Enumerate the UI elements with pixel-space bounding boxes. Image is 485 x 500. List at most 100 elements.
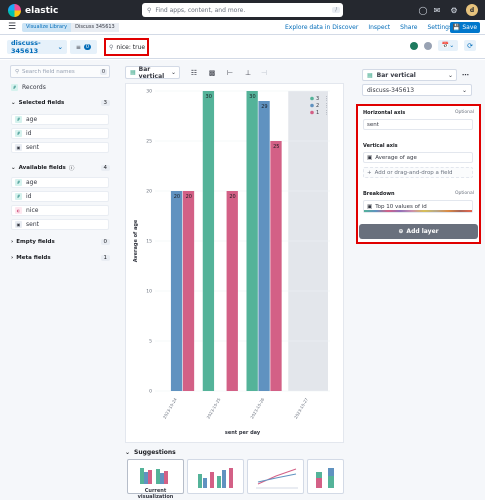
bar [246,91,258,391]
suggestions-header[interactable]: ⌄ Suggestions [125,449,176,456]
legend-swatch [310,103,314,108]
field-name: age [26,116,38,123]
selected-fields-header[interactable]: ⌄ Selected fields 3 [11,100,110,106]
settings-link[interactable]: Settings [427,24,453,31]
legend-swatch [310,96,314,101]
field-name: sent [26,144,39,151]
records-label: Records [22,84,46,91]
field-item[interactable]: # age [11,177,109,188]
layer-chart-type-select[interactable]: ▦ Bar vertical ⌄ [362,69,457,81]
newsfeed-icon[interactable]: ✉ [433,5,441,15]
legend-label: 1 [316,110,319,116]
color-palette-strip [364,210,472,212]
x-tick-label: 2023-10-25 [206,397,222,420]
breakdown-dimension[interactable]: ▣ Top 10 values of id [363,200,473,213]
suggestion-item[interactable] [187,459,244,494]
bar [182,191,195,391]
layer-data-view-select[interactable]: discuss-345613 ⌄ [362,84,472,96]
field-item[interactable]: # id [11,191,109,202]
add-field-label: Add or drag-and-drop a field [374,169,453,176]
chevron-right-icon: › [11,255,14,261]
suggestions-title: Suggestions [134,449,176,456]
save-label: Save [462,24,478,31]
explore-discover-link[interactable]: Explore data in Discover [285,24,359,31]
suggestion-current[interactable] [127,459,184,494]
share-link[interactable]: Share [400,24,418,31]
filter-icon: ≡ [75,43,81,51]
add-layer-label: Add layer [406,228,439,235]
search-shortcut-key: / [332,7,340,13]
number-type-icon: # [15,193,22,200]
query-actions: 📅⌄ ⟳ [410,40,476,51]
help-icon[interactable]: ◯ [418,5,428,15]
field-item[interactable]: ▣ sent [11,219,109,230]
field-item[interactable]: # age [11,114,109,125]
boolean-type-icon: ◐ [15,207,22,214]
records-field[interactable]: # Records [11,84,46,91]
hamburger-menu-icon[interactable]: ☰ [8,22,17,32]
bar-chart[interactable]: 0 5 10 15 20 25 30 20 20 2023-10-24 30 20 2023-10-25… [125,83,344,443]
bar [258,101,270,391]
layer-actions-icon[interactable]: ⋯ [462,71,469,79]
brand-name: elastic [25,5,59,16]
available-fields-header[interactable]: ⌄ Available fields ⓘ 4 [11,164,110,172]
chart-type-switcher[interactable]: ▦ Bar vertical ⌄ [125,66,180,80]
bar-value-label: 20 [229,194,235,200]
data-view-picker[interactable]: discuss-345613 ⌄ [7,39,67,55]
horizontal-axis-value: sent [367,121,379,128]
legend-menu-icon: ⋮ [324,96,329,102]
add-layer-button[interactable]: ⊕ Add layer [359,224,478,239]
available-fields-count: 4 [100,165,110,171]
bar [170,191,183,391]
notifications-icon[interactable]: ⚙ [450,5,458,15]
refresh-icon[interactable]: ⟳ [464,40,476,51]
inspect-link[interactable]: Inspect [368,24,391,31]
current-visualization-label: Current visualization [137,488,174,500]
layer-type-label: Bar vertical [376,71,416,79]
status-icon [410,41,418,50]
elastic-logo[interactable]: elastic [8,4,58,17]
breakdown-value: Top 10 values of id [375,203,427,210]
search-icon: ⚲ [109,43,114,51]
field-item[interactable]: # id [11,128,109,139]
vertical-axis-dimension[interactable]: ▣ Average of age [363,152,473,163]
field-item[interactable]: ▣ sent [11,142,109,153]
data-view-name: discuss-345613 [11,39,41,55]
horizontal-axis-dimension[interactable]: sent [363,119,473,130]
x-tick-label: 2023-10-24 [162,397,178,420]
left-axis-icon[interactable]: ⊢ [226,68,234,77]
field-item[interactable]: ◐ nice [11,205,109,216]
suggestion-item[interactable] [247,459,304,494]
clear-icon[interactable] [424,41,432,50]
legend-settings-icon[interactable]: ☷ [190,68,198,77]
filter-menu-button[interactable]: ≡ 0 [70,40,97,54]
empty-fields-title: Empty fields [16,239,55,245]
save-button[interactable]: 💾 Save [450,22,480,33]
empty-fields-header[interactable]: › Empty fields 0 [11,239,110,245]
breadcrumb-visualize-library[interactable]: Visualize Library [22,23,72,32]
search-icon: ⚲ [147,6,152,14]
bar [226,191,238,391]
query-input[interactable]: ⚲ nice: true [104,38,149,56]
top-nav-links: Explore data in Discover Inspect Share S… [285,24,452,31]
chevron-down-icon: ⌄ [125,449,131,456]
field-search-input[interactable]: ⚲ Search field names 0 [10,65,110,78]
legend-label: 3 [316,96,319,102]
layer-data-view-label: discuss-345613 [367,86,415,94]
date-picker-button[interactable]: 📅⌄ [438,40,458,51]
add-field-dropzone[interactable]: + Add or drag-and-drop a field [363,167,473,178]
drag-handle-icon: ▣ [367,154,373,161]
empty-fields-count: 0 [100,239,110,245]
meta-fields-header[interactable]: › Meta fields 1 [11,255,110,261]
selected-fields-title: Selected fields [18,100,65,106]
user-avatar[interactable]: d [466,4,478,16]
app-header [0,20,485,35]
display-settings-icon[interactable]: ▩ [208,68,216,77]
number-type-icon: # [15,116,22,123]
y-tick-label: 10 [146,289,152,295]
field-filter-badge[interactable]: 0 [99,68,107,75]
suggestion-item[interactable] [307,459,344,494]
global-search-input[interactable]: ⚲ Find apps, content, and more. / [142,3,343,17]
bottom-axis-icon[interactable]: ⊥ [244,68,252,77]
suggestion-thumbnail-bars [140,468,168,484]
